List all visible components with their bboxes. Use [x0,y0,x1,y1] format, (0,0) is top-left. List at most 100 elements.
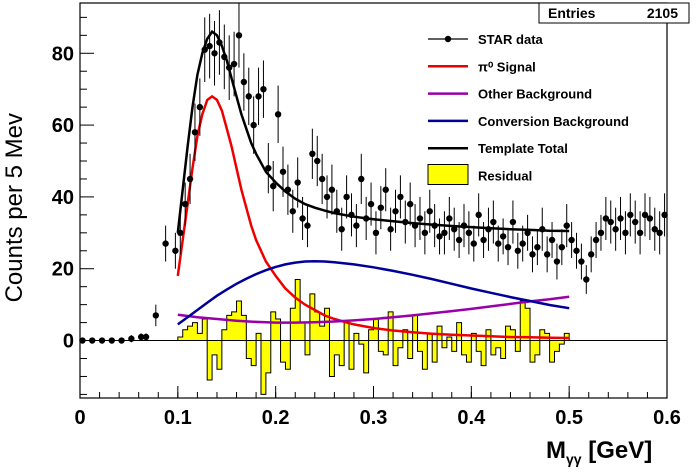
fit-curves [176,29,570,340]
residual-bar [290,308,296,341]
residual-bar [207,340,213,381]
data-point [627,211,634,219]
residual-bar [182,329,188,341]
residual-histogram [177,279,570,395]
data-point [142,333,150,341]
data-point [318,175,326,183]
data-point [270,182,277,190]
legend-label: Conversion Background [478,114,629,129]
data-point [230,60,238,68]
residual-bar [422,340,428,370]
residual-bar [192,322,198,341]
data-point [411,222,419,229]
x-axis-ticks: 0 0.1 0.2 0.3 0.4 0.5 0.6 [74,386,681,429]
data-point [172,247,179,254]
residual-bar [251,340,257,366]
data-point [333,208,341,215]
residual-bar [187,326,193,341]
residual-bar [270,311,276,341]
x-axis-title: Mγγ [GeV] [546,437,652,467]
residual-bar [226,315,232,341]
residual-bar [461,340,467,355]
x-tick-label: 0.4 [457,407,486,429]
residual-bar [378,340,384,352]
pi0-signal-curve [176,94,570,340]
data-point [578,258,585,265]
data-point [225,64,233,71]
data-point [406,200,414,208]
data-point [548,236,556,244]
data-point [240,78,248,86]
residual-bar [197,333,203,341]
residual-bar [432,340,438,363]
x-axis-title-sub: γγ [566,451,582,467]
star-data-points [79,3,668,344]
data-point [387,226,394,233]
data-point [612,226,619,233]
residual-bar [221,329,227,341]
data-point [587,251,595,258]
residual-bar [441,340,447,348]
data-point [416,215,424,222]
residual-bar [481,340,487,366]
residual-bar [412,315,418,341]
residual-bar [339,340,345,366]
residual-bar [349,340,354,370]
data-point [323,193,331,201]
data-point [651,226,658,233]
data-point [524,229,531,237]
data-point [490,218,497,226]
data-point [196,103,204,111]
data-point [460,222,468,229]
data-point [250,121,257,129]
residual-bar [388,311,394,341]
residual-bar [476,340,482,352]
data-point [446,215,453,222]
residual-bar [466,340,472,363]
data-point [279,168,287,175]
data-point [656,229,663,237]
residual-bar [554,340,560,352]
residual-bar [305,340,310,355]
data-point [128,335,135,342]
legend-label: π⁰ Signal [478,59,536,74]
data-point [162,240,169,247]
y-tick-label: 40 [52,187,74,209]
data-point [382,186,389,193]
residual-outline [177,279,570,395]
data-point [617,215,624,222]
residual-bar [397,340,403,348]
residual-bar [456,322,462,341]
residual-bar [319,326,325,341]
data-point [255,93,262,100]
data-point [177,229,184,237]
x-tick-label: 0.3 [360,407,388,429]
data-point [436,233,443,240]
data-point [358,175,365,183]
stats-box-frame [538,2,690,24]
stats-label: Entries [548,5,596,21]
residual-bar [314,311,320,341]
residual-bar [559,340,565,345]
y-tick-label: 20 [52,259,74,281]
residual-bar [231,311,237,341]
data-point [519,240,526,247]
residual-bar [451,340,457,352]
data-point [485,226,492,233]
x-axis-title-unit: [GeV] [582,437,653,464]
data-point [563,222,570,229]
x-tick-label: 0 [74,407,85,429]
data-point [636,229,644,237]
residual-bar [216,340,222,370]
residual-bar [393,340,398,366]
data-point [372,229,380,237]
data-point [274,111,282,118]
residual-bar [363,340,369,373]
conversion-background-curve [177,259,570,326]
legend: STAR data π⁰ Signal Other Background Conver… [427,32,629,185]
data-point [426,208,433,215]
residual-bar [212,340,217,355]
data-point [328,186,336,193]
legend-label: STAR data [478,32,544,47]
